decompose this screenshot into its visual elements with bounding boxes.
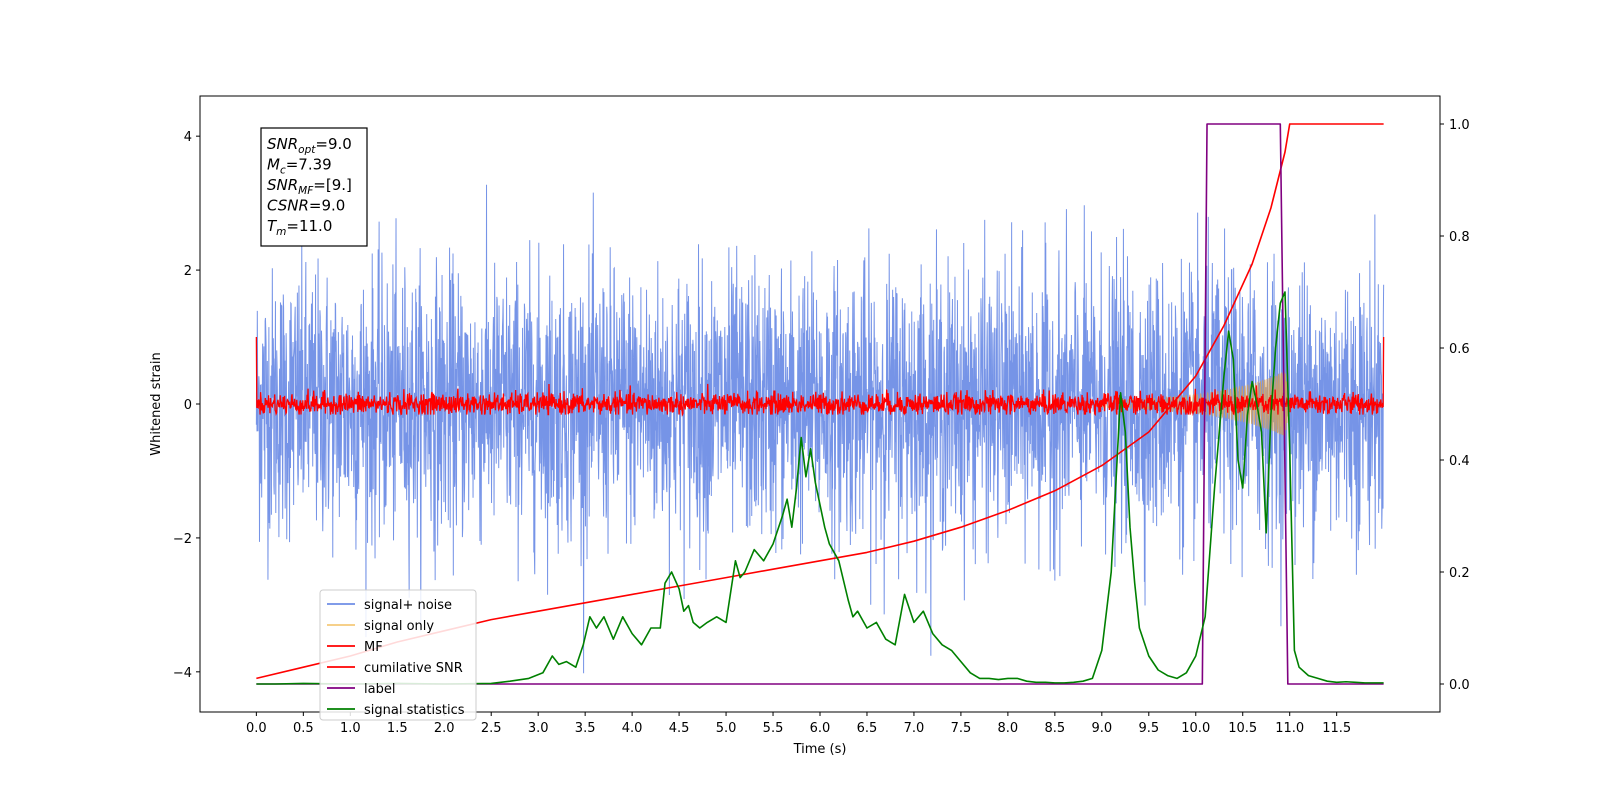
x-tick-label: 5.5 — [763, 721, 784, 736]
info-box-line: CSNR=9.0 — [267, 197, 345, 215]
x-tick-label: 11.5 — [1322, 721, 1351, 736]
x-tick-label: 3.0 — [528, 721, 549, 736]
series-label — [256, 123, 1384, 685]
info-box-line: Tm=11.0 — [267, 217, 332, 238]
y-right-tick-label: 0.6 — [1449, 342, 1470, 357]
y-right-axis-ticks: 0.0 0.2 0.4 0.6 0.8 1.0 — [1440, 118, 1470, 693]
info-box-frame — [260, 127, 368, 247]
legend-entry-label: signal only — [364, 619, 434, 634]
x-tick-label: 5.0 — [716, 721, 737, 736]
x-tick-label: 10.5 — [1228, 721, 1257, 736]
x-axis-label: Time (s) — [793, 742, 847, 757]
y-axis-label: Whitened strain — [149, 352, 164, 455]
x-tick-label: 2.5 — [481, 721, 502, 736]
info-box-line: SNRopt=9.0 — [267, 135, 352, 156]
y-right-tick-label: 0.4 — [1449, 454, 1470, 469]
y-left-axis-ticks: −4 −2 0 2 4 — [173, 130, 200, 681]
y-left-tick-label: 2 — [184, 264, 192, 279]
y-left-tick-label: 4 — [184, 130, 192, 145]
x-tick-label: 0.0 — [246, 721, 267, 736]
legend-entry-label: MF — [364, 640, 383, 655]
series-signal-only — [1101, 371, 1291, 438]
legend-entry-label: signal+ noise — [364, 598, 452, 613]
x-tick-label: 8.0 — [998, 721, 1019, 736]
x-axis-ticks: 0.0 0.5 1.0 1.5 2.0 2.5 3.0 3.5 4.0 4.5 5.0 5.5 6.0 6… — [246, 712, 1351, 736]
x-tick-label: 8.5 — [1045, 721, 1066, 736]
info-box-line: SNRMF=[9.] — [267, 176, 352, 197]
x-tick-label: 1.0 — [340, 721, 361, 736]
legend-frame — [319, 589, 477, 721]
x-tick-label: 4.5 — [669, 721, 690, 736]
x-tick-label: 3.5 — [575, 721, 596, 736]
x-tick-label: 7.0 — [904, 721, 925, 736]
series-signal-statistics — [256, 291, 1384, 685]
legend-entry-label: cumilative SNR — [364, 661, 463, 676]
series-signal-noise — [255, 184, 1385, 674]
legend: signal+ noise signal only MF cumilative SNR… — [319, 589, 477, 721]
x-tick-label: 4.0 — [622, 721, 643, 736]
x-tick-label: 2.0 — [434, 721, 455, 736]
x-tick-label: 9.5 — [1138, 721, 1159, 736]
x-tick-label: 0.5 — [293, 721, 314, 736]
x-tick-label: 10.0 — [1181, 721, 1210, 736]
y-right-tick-label: 0.2 — [1449, 566, 1470, 581]
x-tick-label: 11.0 — [1275, 721, 1304, 736]
y-left-tick-label: 0 — [184, 398, 192, 413]
x-tick-label: 7.5 — [951, 721, 972, 736]
series-mf — [255, 337, 1385, 417]
x-tick-label: 6.0 — [810, 721, 831, 736]
x-tick-label: 1.5 — [387, 721, 408, 736]
x-tick-label: 9.0 — [1091, 721, 1112, 736]
y-right-tick-label: 0.0 — [1449, 678, 1470, 693]
y-right-tick-label: 0.8 — [1449, 230, 1470, 245]
legend-entry-label: label — [364, 682, 395, 697]
x-tick-label: 6.5 — [857, 721, 878, 736]
legend-entry-label: signal statistics — [364, 703, 465, 718]
info-box-line: Mc=7.39 — [267, 156, 332, 177]
y-right-tick-label: 1.0 — [1449, 118, 1470, 133]
y-left-tick-label: −2 — [173, 532, 192, 547]
y-left-tick-label: −4 — [173, 666, 192, 681]
